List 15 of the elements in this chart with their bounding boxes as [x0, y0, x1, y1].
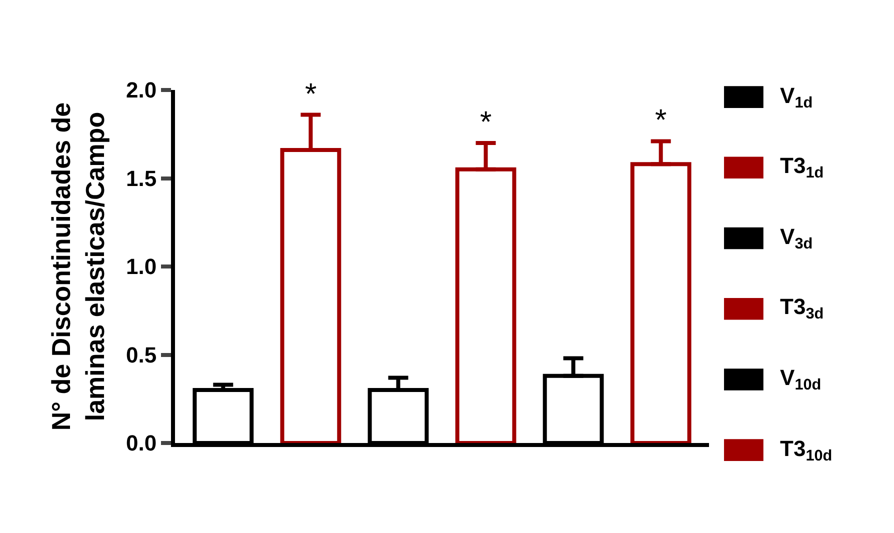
- legend-label: V$_{1d}$: [780, 83, 813, 112]
- data-label: *: [305, 78, 317, 111]
- y-tick-label: 2.0: [126, 78, 157, 103]
- y-axis-title: N° de Discontinuidades de laminas elasticas/Campo: [46, 102, 110, 431]
- data-label: *: [480, 106, 492, 139]
- legend-label: T3$_{1d}$: [780, 153, 824, 182]
- y-tick-label: 1.0: [126, 254, 157, 280]
- legend-label: V$_{10d}$: [780, 365, 822, 394]
- legend-label: T3$_{10d}$: [780, 436, 832, 465]
- legend-label: V$_{3d}$: [780, 224, 813, 253]
- data-label: *: [655, 104, 667, 137]
- y-tick-label: 0.5: [126, 342, 157, 368]
- y-tick-label: 1.5: [126, 166, 157, 191]
- y-tick-label: 0.0: [126, 430, 157, 456]
- legend-label: T3$_{3d}$: [780, 294, 824, 323]
